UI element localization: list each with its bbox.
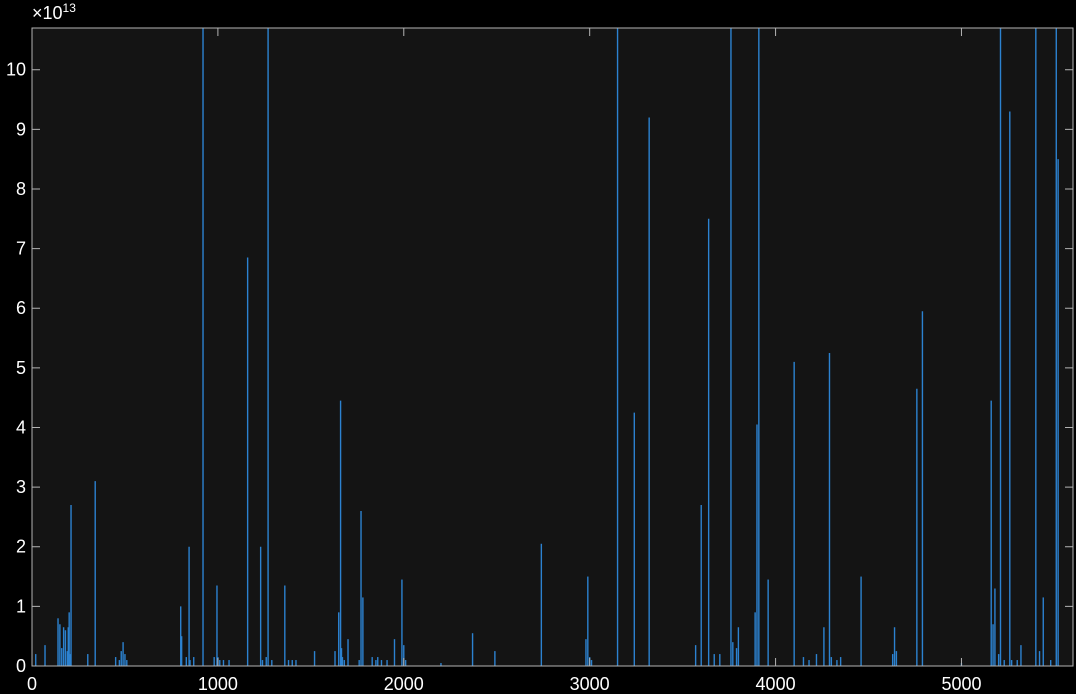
y-tick-label: 6: [16, 298, 26, 318]
y-tick-label: 8: [16, 179, 26, 199]
ticks-group: 0 1000 2000 3000 4000 5000 0 1 2 3 4 5 6 7 8 9 10: [6, 28, 1073, 694]
y-tick-label: 5: [16, 358, 26, 378]
x-tick-label: 2000: [384, 674, 424, 694]
y-tick-label: 7: [16, 239, 26, 259]
x-tick-label: 3000: [570, 674, 610, 694]
y-scale-power: 13: [63, 1, 77, 15]
y-scale-exponent: ×1013: [32, 1, 76, 23]
bars-group: [35, 28, 1059, 666]
x-tick-label: 0: [27, 674, 37, 694]
y-tick-label: 3: [16, 477, 26, 497]
axes-frame: [31, 27, 1074, 667]
x-tick-label: 1000: [198, 674, 238, 694]
y-tick-label: 2: [16, 537, 26, 557]
axes-background: [32, 28, 1073, 666]
y-tick-label: 1: [16, 596, 26, 616]
y-scale-base: ×10: [32, 3, 63, 23]
y-tick-label: 0: [16, 656, 26, 676]
x-tick-label: 5000: [941, 674, 981, 694]
y-tick-label: 9: [16, 119, 26, 139]
y-tick-label: 4: [16, 417, 26, 437]
x-tick-label: 4000: [756, 674, 796, 694]
y-tick-label: 10: [6, 60, 26, 80]
